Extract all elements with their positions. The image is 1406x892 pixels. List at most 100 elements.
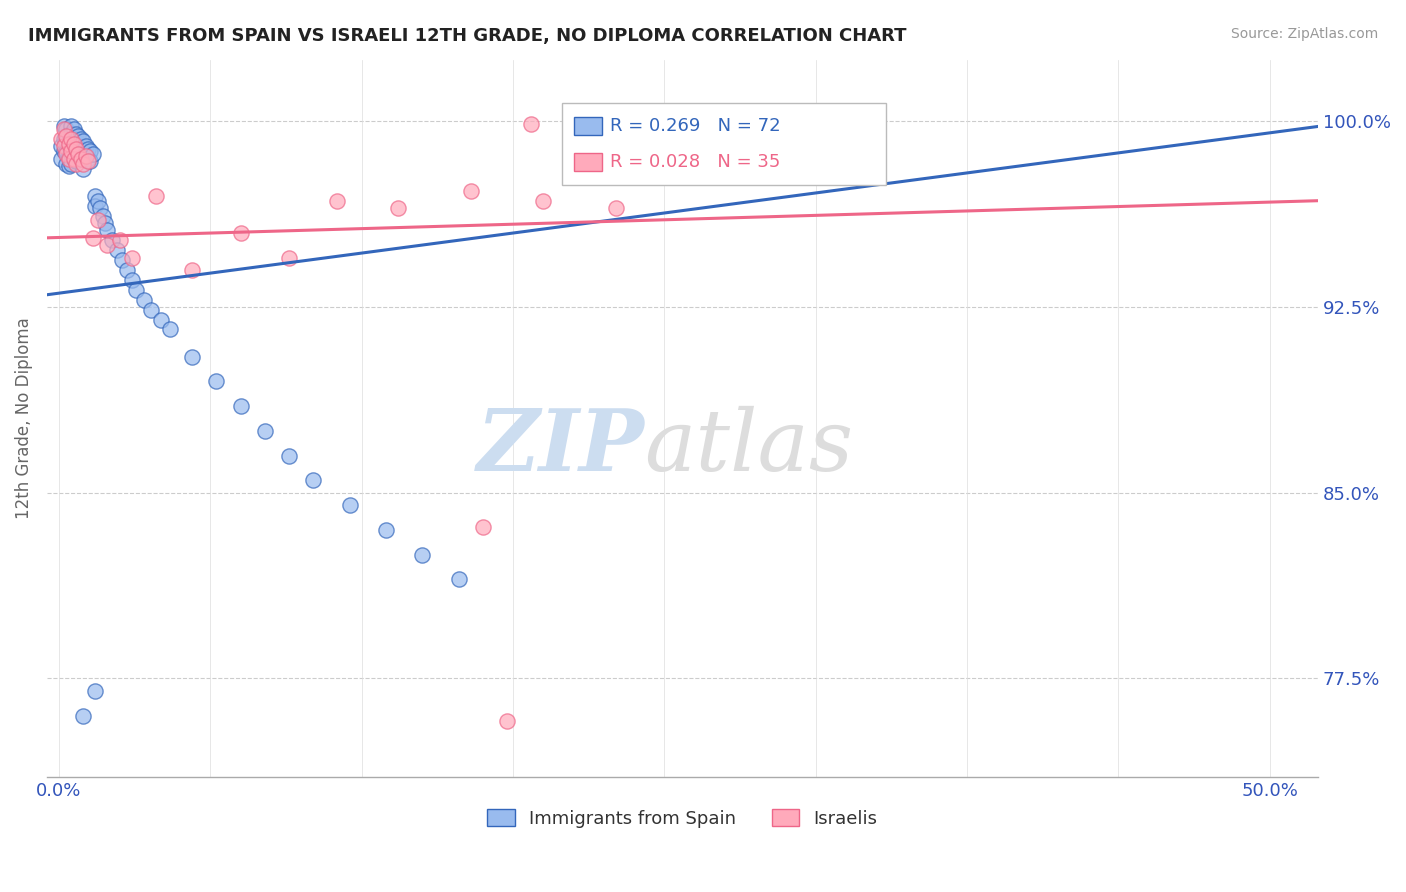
Point bbox=[62, 152, 84, 166]
Point bbox=[278, 449, 301, 463]
Point bbox=[69, 142, 91, 156]
Point bbox=[75, 139, 97, 153]
Point bbox=[181, 350, 204, 364]
Point bbox=[58, 149, 80, 163]
Point bbox=[65, 134, 87, 148]
Point bbox=[115, 263, 138, 277]
Point bbox=[96, 223, 118, 237]
Point bbox=[339, 498, 361, 512]
Point bbox=[72, 156, 94, 170]
Text: IMMIGRANTS FROM SPAIN VS ISRAELI 12TH GRADE, NO DIPLOMA CORRELATION CHART: IMMIGRANTS FROM SPAIN VS ISRAELI 12TH GR… bbox=[28, 27, 907, 45]
Point bbox=[69, 152, 91, 166]
Point bbox=[65, 142, 87, 156]
Point bbox=[89, 201, 111, 215]
Point bbox=[302, 474, 325, 488]
Point bbox=[159, 322, 181, 336]
Point bbox=[58, 159, 80, 173]
Point bbox=[139, 302, 162, 317]
Point bbox=[496, 714, 519, 728]
Point bbox=[87, 213, 110, 227]
Point bbox=[531, 194, 554, 208]
Point bbox=[121, 251, 143, 265]
Text: R = 0.269   N = 72: R = 0.269 N = 72 bbox=[610, 117, 780, 135]
Point bbox=[84, 683, 107, 698]
Text: atlas: atlas bbox=[644, 406, 853, 489]
Point bbox=[60, 144, 83, 158]
Point bbox=[471, 520, 494, 534]
Point bbox=[87, 194, 110, 208]
Point bbox=[72, 134, 94, 148]
Point bbox=[132, 293, 155, 307]
Point bbox=[72, 152, 94, 166]
Point bbox=[77, 154, 100, 169]
Point bbox=[101, 233, 124, 247]
Point bbox=[60, 156, 83, 170]
Point bbox=[72, 144, 94, 158]
Point bbox=[51, 132, 73, 146]
Point bbox=[253, 424, 276, 438]
Point bbox=[55, 129, 77, 144]
Point bbox=[605, 201, 627, 215]
Point bbox=[121, 273, 143, 287]
Point bbox=[447, 573, 470, 587]
Point bbox=[75, 149, 97, 163]
Point bbox=[278, 251, 301, 265]
Point bbox=[145, 188, 167, 202]
Point bbox=[52, 132, 75, 146]
Point bbox=[55, 144, 77, 158]
FancyBboxPatch shape bbox=[575, 117, 602, 135]
Point bbox=[52, 144, 75, 158]
Point bbox=[60, 120, 83, 134]
Point bbox=[79, 154, 101, 169]
Point bbox=[374, 523, 396, 537]
Point bbox=[55, 122, 77, 136]
Point bbox=[108, 233, 131, 247]
Point bbox=[96, 238, 118, 252]
Point bbox=[77, 142, 100, 156]
Point bbox=[52, 120, 75, 134]
Point bbox=[79, 144, 101, 158]
Point bbox=[75, 149, 97, 163]
Point bbox=[60, 136, 83, 151]
Point bbox=[60, 132, 83, 146]
Point bbox=[55, 134, 77, 148]
Point bbox=[65, 156, 87, 170]
Point bbox=[65, 154, 87, 169]
Point bbox=[111, 253, 134, 268]
Point bbox=[58, 139, 80, 153]
Point bbox=[94, 216, 117, 230]
Point bbox=[181, 263, 204, 277]
Point bbox=[65, 144, 87, 158]
Legend: Immigrants from Spain, Israelis: Immigrants from Spain, Israelis bbox=[481, 802, 884, 835]
Y-axis label: 12th Grade, No Diploma: 12th Grade, No Diploma bbox=[15, 318, 32, 519]
Point bbox=[82, 231, 104, 245]
Point bbox=[69, 152, 91, 166]
Point bbox=[55, 156, 77, 170]
Point bbox=[65, 127, 87, 141]
Point bbox=[105, 243, 128, 257]
Point bbox=[69, 132, 91, 146]
Text: ZIP: ZIP bbox=[477, 406, 644, 489]
Point bbox=[51, 152, 73, 166]
Point bbox=[62, 132, 84, 146]
Point bbox=[326, 194, 349, 208]
Point bbox=[72, 708, 94, 723]
Point bbox=[77, 152, 100, 166]
Point bbox=[62, 152, 84, 166]
Point bbox=[67, 149, 90, 163]
Point bbox=[91, 209, 114, 223]
Point bbox=[387, 201, 409, 215]
FancyBboxPatch shape bbox=[575, 153, 602, 171]
Point bbox=[58, 127, 80, 141]
Point bbox=[67, 146, 90, 161]
Point bbox=[62, 142, 84, 156]
Point bbox=[82, 146, 104, 161]
FancyBboxPatch shape bbox=[562, 103, 886, 186]
Text: R = 0.028   N = 35: R = 0.028 N = 35 bbox=[610, 153, 780, 170]
Point bbox=[84, 188, 107, 202]
Point bbox=[62, 122, 84, 136]
Point bbox=[411, 548, 433, 562]
Point bbox=[72, 161, 94, 176]
Point bbox=[520, 117, 543, 131]
Point bbox=[60, 146, 83, 161]
